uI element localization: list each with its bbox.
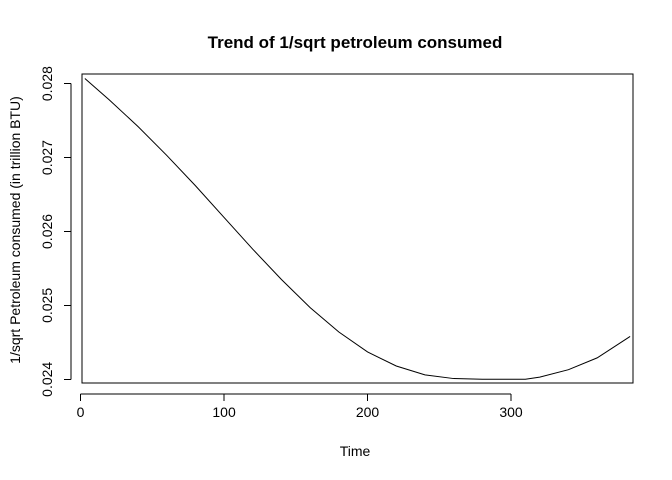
x-tick-label: 100 (212, 404, 236, 420)
x-tick-label: 200 (356, 404, 380, 420)
y-tick-label: 0.026 (39, 214, 55, 249)
y-axis-label: 1/sqrt Petroleum consumed (in trillion B… (7, 96, 23, 364)
plot-frame (81, 73, 634, 384)
x-tick-label: 0 (77, 404, 85, 420)
x-tick-label: 300 (499, 404, 523, 420)
chart-title: Trend of 1/sqrt petroleum consumed (208, 33, 503, 52)
x-axis: 0 100 200 300 (77, 393, 523, 420)
y-axis: 0.024 0.025 0.026 0.027 0.028 (39, 66, 72, 397)
y-tick-label: 0.025 (39, 288, 55, 323)
series-line (84, 78, 631, 380)
y-tick-label: 0.024 (39, 362, 55, 397)
x-axis-label: Time (340, 443, 371, 459)
y-tick-label: 0.028 (39, 66, 55, 101)
y-tick-label: 0.027 (39, 140, 55, 175)
series-layer (84, 78, 631, 380)
